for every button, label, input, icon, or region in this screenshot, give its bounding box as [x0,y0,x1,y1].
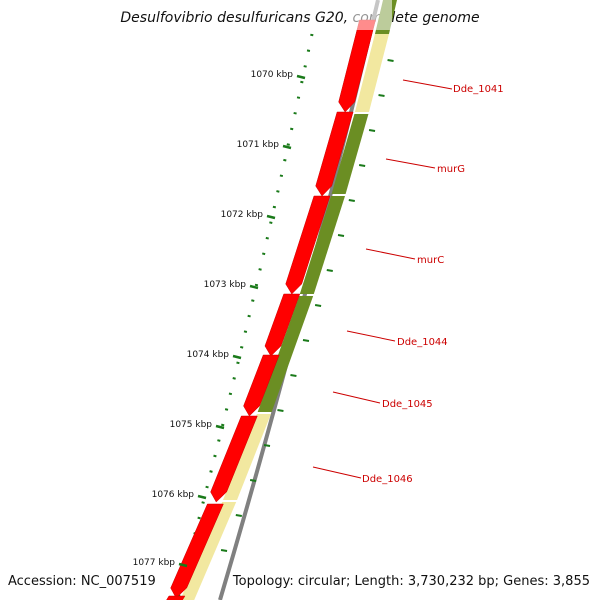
gene-label-dde-1044[interactable]: Dde_1044 [346,330,448,348]
scale-tick-label: 1071 kbp [237,140,280,150]
scale-tick: 1076 kbp [152,490,207,500]
minor-tick [302,339,310,342]
cds-arrow[interactable] [163,595,186,600]
cds-track [163,0,392,600]
gene-label-dde-1041[interactable]: Dde_1041 [402,79,504,95]
scale-tick: 1072 kbp [221,210,276,220]
gene-label-murg[interactable]: murG [385,158,465,175]
gene-label-text: murG [437,164,465,175]
minor-tick [235,514,242,517]
scale-tick: 1074 kbp [187,350,242,360]
cds-arrow[interactable] [315,111,354,197]
minor-tick [314,304,322,307]
scale-tick-label: 1075 kbp [170,420,213,430]
gene-label-text: Dde_1041 [453,84,504,95]
minor-tick [290,374,297,377]
cds-arrow[interactable] [170,503,224,599]
scale-tick-label: 1077 kbp [133,558,176,568]
gene-label-text: murC [417,255,444,266]
scale-tick: 1071 kbp [237,140,292,150]
gene-label-text: Dde_1045 [382,399,433,410]
scale-tick: 1077 kbp [133,558,188,568]
gene-label-dde-1046[interactable]: Dde_1046 [312,466,413,485]
minor-tick [337,234,345,237]
scale-tick-label: 1076 kbp [152,490,195,500]
scale-tick: 1070 kbp [251,70,306,80]
minor-tick [358,164,366,167]
cog-segment [257,296,314,412]
scale-tick-label: 1072 kbp [221,210,264,220]
gene-label-dde-1045[interactable]: Dde_1045 [332,391,433,410]
cog-segment [331,114,369,194]
scale-tick-label: 1074 kbp [187,350,230,360]
top-fade [352,0,392,30]
gene-label-murc[interactable]: murC [365,248,444,266]
gene-label-text: Dde_1046 [362,474,413,485]
gene-labels: Dde_1041 murG murC Dde_1044 Dde_1045 Dde… [312,79,504,485]
scale-tick: 1075 kbp [170,420,225,430]
cds-arrow[interactable] [264,293,301,357]
minor-tick [368,129,376,132]
cds-arrow[interactable] [243,354,280,417]
minor-tick [326,269,333,272]
minor-tick [277,409,284,412]
minor-tick [378,94,385,97]
cds-arrow[interactable] [210,415,258,503]
minor-tick [387,59,394,62]
minor-tick [263,444,271,447]
cog-segment [180,502,237,600]
cds-arrow[interactable] [285,195,331,295]
cog-segment [223,414,271,500]
cog-segment [299,196,346,294]
minor-tick [348,199,355,202]
minor-tick [249,479,257,482]
scale-tick: 1073 kbp [204,280,259,290]
scale-ticks: 1070 kbp 1071 kbp 1072 kbp 1073 kbp 1074… [133,70,306,568]
scale-tick-label: 1070 kbp [251,70,294,80]
cog-segment [354,34,389,112]
cog-track [180,0,397,600]
gene-label-text: Dde_1044 [397,337,448,348]
topology-text: Topology: circular; Length: 3,730,232 bp… [232,574,590,589]
accession-text: Accession: NC_007519 [8,574,156,589]
scale-tick-label: 1073 kbp [204,280,247,290]
minor-tick [220,549,228,552]
